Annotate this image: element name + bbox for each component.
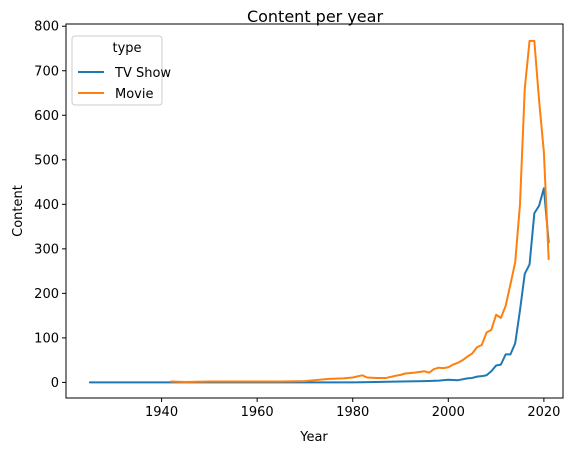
y-tick-label: 800: [34, 20, 59, 35]
legend: type TV Show Movie: [72, 36, 171, 105]
legend-title: type: [112, 41, 141, 56]
y-tick-label: 700: [34, 64, 59, 79]
x-tick-label: 2020: [527, 405, 560, 420]
y-tick-label: 200: [34, 287, 59, 302]
x-tick-label: 1960: [241, 405, 274, 420]
x-tick-label: 1940: [145, 405, 178, 420]
y-tick-label: 300: [34, 242, 59, 257]
y-tick-label: 500: [34, 153, 59, 168]
y-tick-label: 600: [34, 109, 59, 124]
y-tick-label: 100: [34, 331, 59, 346]
y-axis-label: Content: [11, 185, 26, 237]
y-tick-label: 0: [51, 376, 59, 391]
x-tick-label: 2000: [432, 405, 465, 420]
x-tick-label: 1980: [336, 405, 369, 420]
chart-title: Content per year: [247, 7, 384, 26]
legend-label-movie: Movie: [115, 87, 153, 102]
legend-label-tv-show: TV Show: [114, 66, 171, 81]
x-axis-label: Year: [299, 430, 328, 445]
y-tick-label: 400: [34, 198, 59, 213]
